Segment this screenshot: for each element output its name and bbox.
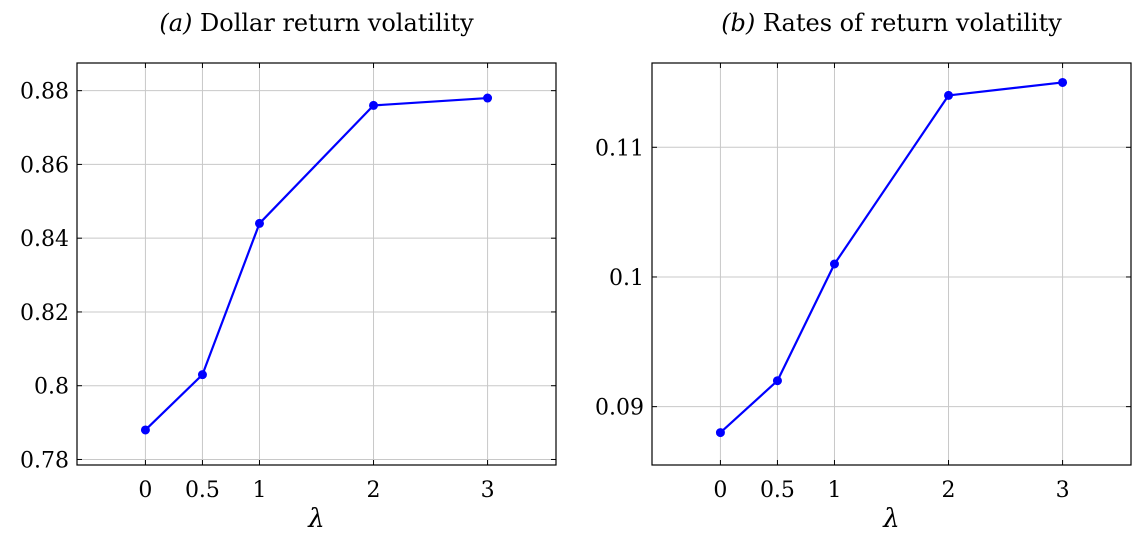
x-axis-label: λ — [307, 504, 324, 534]
y-tick-label: 0.78 — [20, 448, 69, 473]
data-point — [1058, 77, 1068, 87]
chart-title: (b) Rates of return volatility — [721, 9, 1062, 37]
y-tick-label: 0.09 — [595, 396, 644, 421]
y-tick-label: 0.86 — [20, 153, 69, 178]
x-tick-label: 1 — [252, 478, 266, 503]
x-tick-label: 0 — [138, 478, 152, 503]
plot-frame — [76, 62, 557, 466]
x-tick-label: 3 — [1056, 478, 1070, 503]
data-point — [772, 376, 782, 386]
chart-title-text: Dollar return volatility — [192, 9, 474, 37]
data-point — [369, 100, 379, 110]
data-point — [715, 428, 725, 438]
y-tick-label: 0.82 — [20, 301, 69, 326]
x-tick-label: 0.5 — [760, 478, 795, 503]
data-point — [483, 93, 493, 103]
x-tick-label: 2 — [942, 478, 956, 503]
x-tick-label: 0.5 — [185, 478, 220, 503]
data-point — [140, 425, 150, 435]
chart-title-prefix: (a) — [159, 9, 192, 37]
data-point — [197, 370, 207, 380]
y-tick-label: 0.84 — [20, 227, 69, 252]
y-tick-label: 0.1 — [609, 266, 644, 291]
y-tick-label: 0.88 — [20, 80, 69, 105]
series-line — [144, 96, 488, 431]
x-tick-label: 0 — [713, 478, 727, 503]
data-point — [254, 218, 264, 228]
series-line — [719, 81, 1063, 434]
chart-panel-b: (b) Rates of return volatility 0 0.5 1 2 3 0.0… — [595, 9, 1132, 534]
x-tick-label: 2 — [367, 478, 381, 503]
plot-frame — [651, 62, 1132, 466]
chart-title: (a) Dollar return volatility — [159, 9, 474, 37]
y-tick-label: 0.8 — [34, 375, 69, 400]
y-tick-label: 0.11 — [595, 136, 644, 161]
x-tick-label: 3 — [481, 478, 495, 503]
x-tick-label: 1 — [827, 478, 841, 503]
data-point — [829, 259, 839, 269]
chart-title-text: Rates of return volatility — [755, 9, 1062, 37]
chart-title-prefix: (b) — [721, 9, 755, 37]
x-axis-label: λ — [882, 504, 899, 534]
chart-panel-a: (a) Dollar return volatility 0 0.5 1 2 3 0.78 0… — [20, 9, 557, 534]
data-point — [944, 90, 954, 100]
